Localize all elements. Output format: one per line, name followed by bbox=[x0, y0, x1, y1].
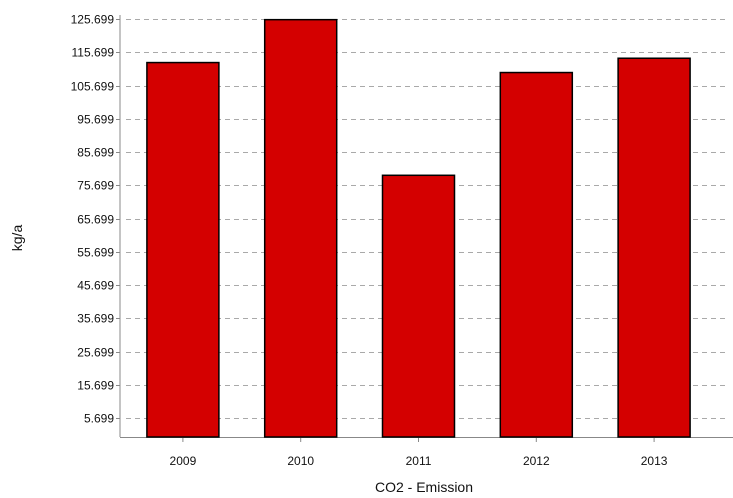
x-tick-label: 2012 bbox=[523, 454, 550, 468]
bar-2013 bbox=[617, 57, 691, 438]
bar-2012 bbox=[499, 71, 574, 438]
bar-2009 bbox=[146, 61, 220, 438]
y-axis: 5.699 15.699 25.699 35.699 45.699 55.699 65.69… bbox=[71, 13, 121, 437]
y-tick-label: 125.699 bbox=[71, 13, 115, 27]
x-axis: 2009 2010 2011 2012 2013 bbox=[120, 437, 733, 468]
y-tick-label: 45.699 bbox=[77, 279, 114, 293]
bar-2010 bbox=[263, 18, 338, 438]
y-tick-label: 105.699 bbox=[71, 80, 115, 94]
y-tick-label: 15.699 bbox=[77, 379, 114, 393]
y-tick-label: 75.699 bbox=[77, 179, 114, 193]
y-tick-label: 25.699 bbox=[77, 346, 114, 360]
y-tick-label: 115.699 bbox=[72, 46, 115, 60]
y-tick-label: 35.699 bbox=[77, 312, 114, 326]
y-tick-label: 65.699 bbox=[77, 213, 114, 227]
y-tick-label: 85.699 bbox=[77, 146, 114, 160]
y-tick-label: 95.699 bbox=[77, 113, 114, 127]
y-tick-label: 5.699 bbox=[84, 412, 114, 426]
x-tick-label: 2009 bbox=[170, 454, 197, 468]
y-tick-label: 55.699 bbox=[77, 246, 114, 260]
x-tick-label: 2013 bbox=[641, 454, 668, 468]
x-axis-title: CO2 - Emission bbox=[375, 479, 473, 495]
x-tick-label: 2011 bbox=[406, 454, 432, 468]
bar-2011 bbox=[381, 174, 456, 438]
bars bbox=[146, 18, 691, 438]
x-tick-label: 2010 bbox=[287, 454, 314, 468]
y-axis-title: kg/a bbox=[9, 225, 25, 252]
